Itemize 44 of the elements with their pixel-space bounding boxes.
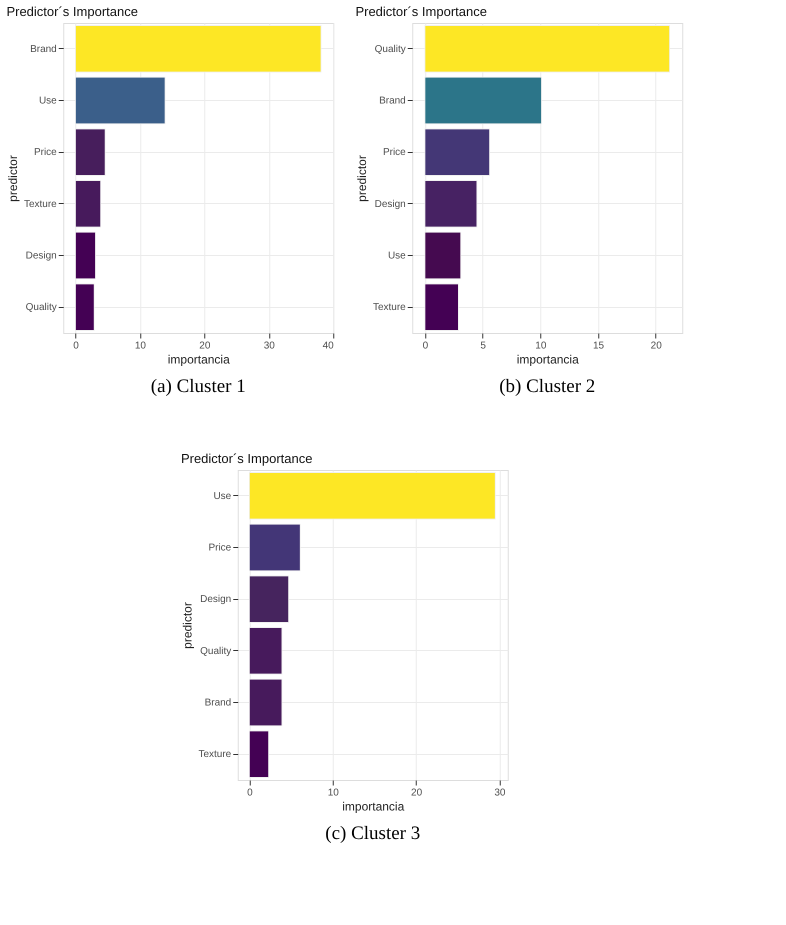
x-axis-title: importancia [342,800,405,814]
y-tick-label: Texture [24,198,58,210]
y-tick-label: Brand [379,96,406,106]
x-tick-label: 20 [650,340,662,352]
x-tick-label: 30 [494,788,506,798]
y-tick-label: Use [213,490,232,502]
y-tick-label: Price [382,147,406,158]
y-tick-label: Design [374,198,406,210]
x-tick-label: 20 [411,788,423,798]
y-axis-title: predictor [354,155,369,202]
y-axis-title: predictor [6,155,20,202]
y-tick-label: Quality [200,646,232,657]
y-tick-label: Design [26,250,57,262]
y-tick-label: Price [34,147,58,158]
y-tick-label: Use [388,250,406,262]
chart-title: Predictor´s Importance [6,4,138,19]
x-tick-label: 40 [322,340,334,352]
y-tick-label: Price [208,542,232,554]
x-tick-label: 10 [134,340,146,352]
x-tick-label: 0 [73,340,80,352]
x-tick-label: 0 [422,340,429,352]
y-tick-label: Quality [26,302,57,314]
x-tick-label: 30 [264,340,276,352]
y-tick-label: Texture [198,749,232,760]
x-axis-title: importancia [168,352,230,366]
text: (a) Cluster 1 [150,376,246,397]
x-tick-label: 0 [247,788,254,798]
x-tick-label: 15 [592,340,605,352]
y-tick-label: Texture [372,302,406,314]
y-tick-label: Use [38,96,58,106]
x-tick-label: 10 [535,340,547,352]
y-tick-label: Brand [204,698,232,708]
x-tick-label: 20 [199,340,211,352]
x-axis-title: importancia [516,352,580,366]
x-tick-label: 10 [328,788,340,798]
text: (b) Cluster 2 [499,376,596,397]
y-axis-title: predictor [180,602,194,649]
x-tick-label: 5 [480,340,486,352]
y-tick-label: Brand [30,44,57,55]
chart-title: Predictor´s Importance [180,451,312,466]
y-tick-label: Quality [374,44,406,55]
text: (c) Cluster 3 [325,823,420,844]
chart-title: Predictor´s Importance [355,4,487,19]
y-tick-label: Design [200,594,232,606]
